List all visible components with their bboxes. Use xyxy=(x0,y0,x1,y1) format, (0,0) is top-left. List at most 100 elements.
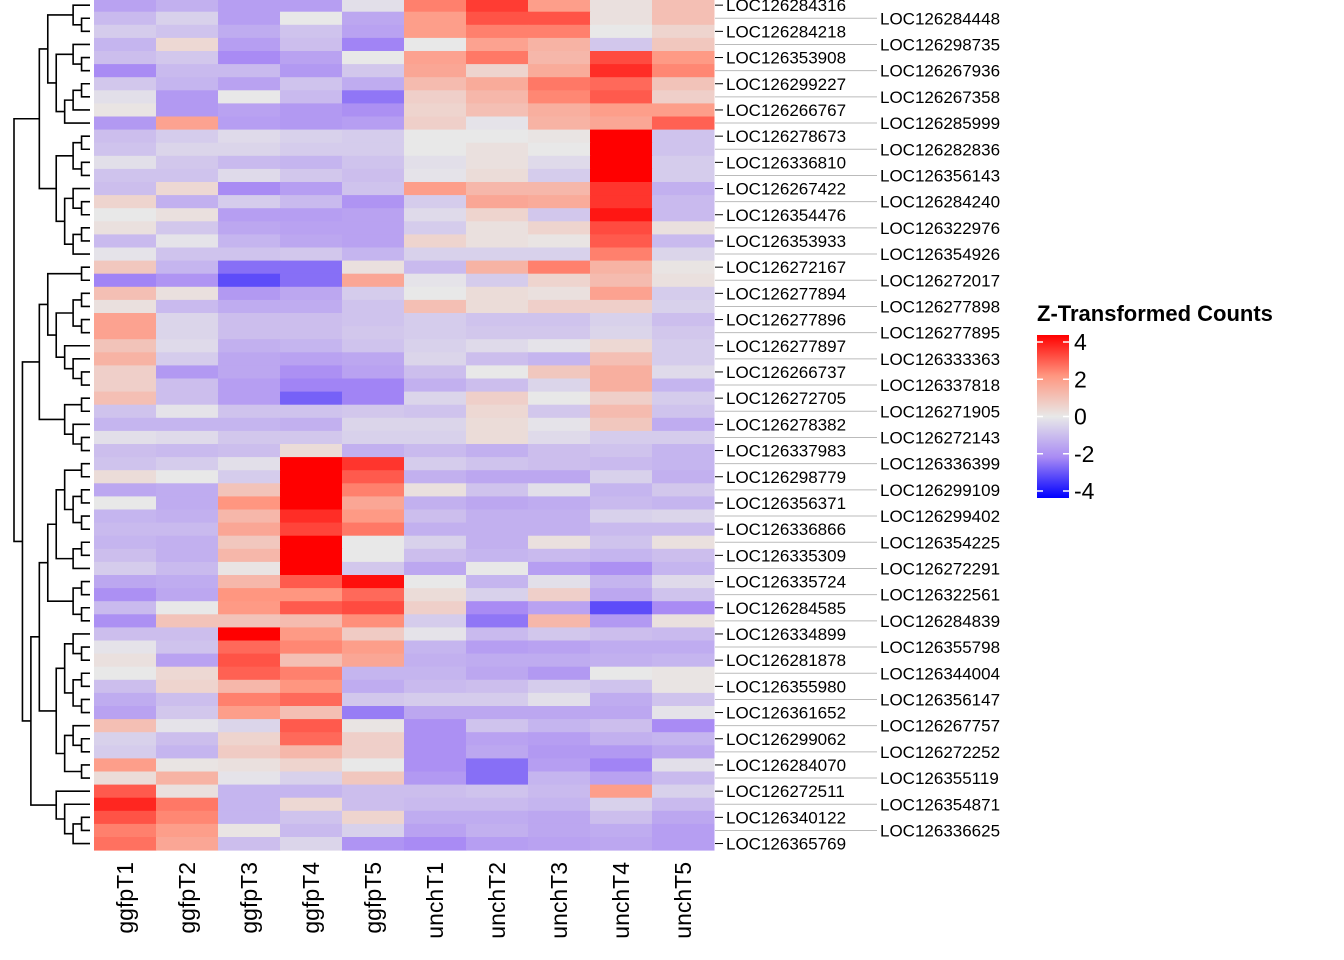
heatmap-cell xyxy=(342,339,405,353)
heatmap-cell xyxy=(466,195,529,209)
dendrogram-branch xyxy=(80,606,90,622)
heatmap-cell xyxy=(218,430,281,445)
heatmap-cell xyxy=(404,837,467,851)
heatmap-cell xyxy=(466,352,529,366)
heatmap-cell xyxy=(404,221,467,235)
dendrogram-branch xyxy=(46,523,74,602)
heatmap-cell xyxy=(156,103,219,117)
row-label: LOC126361652 xyxy=(726,704,846,723)
heatmap-cell xyxy=(652,378,715,393)
heatmap-cell xyxy=(94,221,157,235)
dendrogram-branch xyxy=(72,141,82,170)
dendrogram-branch xyxy=(63,99,90,124)
column-label: ggfpT1 xyxy=(112,862,138,934)
row-label: LOC126322561 xyxy=(880,586,1000,605)
heatmap-cell xyxy=(590,326,653,340)
heatmap-cell xyxy=(156,417,219,432)
heatmap-cell xyxy=(528,575,591,589)
dendrogram-branch xyxy=(80,489,90,504)
heatmap-cell xyxy=(590,548,653,563)
heatmap-cell xyxy=(590,64,653,78)
heatmap-cell xyxy=(94,77,157,91)
heatmap-cell xyxy=(94,837,157,851)
dendrogram-branch xyxy=(55,790,90,820)
heatmap-cell xyxy=(280,784,343,799)
row-label: LOC126356143 xyxy=(880,166,1000,185)
heatmap-cell xyxy=(528,470,591,484)
heatmap-cell xyxy=(404,496,467,510)
heatmap-cell xyxy=(652,24,715,39)
heatmap-cell xyxy=(466,326,529,340)
heatmap-cell xyxy=(94,326,157,340)
heatmap-cell xyxy=(652,627,715,641)
heatmap-cell xyxy=(652,548,715,563)
heatmap-cell xyxy=(404,24,467,39)
heatmap-cell xyxy=(404,470,467,484)
heatmap-cell xyxy=(156,810,219,825)
heatmap-cell xyxy=(156,719,219,733)
heatmap-cell xyxy=(404,575,467,589)
heatmap-cell xyxy=(218,457,281,471)
row-label: LOC126284585 xyxy=(726,599,846,618)
heatmap-cell xyxy=(404,483,467,497)
heatmap-cell xyxy=(94,575,157,589)
heatmap-cell xyxy=(528,221,591,235)
heatmap-cell xyxy=(652,522,715,537)
heatmap-cell xyxy=(466,771,529,786)
heatmap-cell xyxy=(590,653,653,668)
heatmap-cell xyxy=(466,417,529,432)
heatmap-cell xyxy=(156,692,219,707)
heatmap-cell xyxy=(404,430,467,445)
heatmap-cell xyxy=(590,37,653,52)
column-label: unchT5 xyxy=(670,862,696,939)
heatmap-cell xyxy=(404,208,467,222)
heatmap-cell xyxy=(466,601,529,615)
heatmap-cell xyxy=(156,326,219,340)
heatmap-cell xyxy=(218,168,281,183)
heatmap-cell xyxy=(94,548,157,563)
heatmap-cell xyxy=(652,837,715,851)
heatmap-cell xyxy=(280,208,343,222)
heatmap-cell xyxy=(652,208,715,222)
heatmap-cell xyxy=(218,286,281,301)
column-label: unchT1 xyxy=(422,862,448,939)
heatmap-cell xyxy=(590,195,653,209)
heatmap-cell xyxy=(218,509,281,524)
heatmap-cell xyxy=(466,0,529,13)
heatmap-cell xyxy=(218,810,281,825)
heatmap-cell xyxy=(590,601,653,615)
legend-tick-label: -4 xyxy=(1074,478,1095,504)
heatmap-cell xyxy=(404,732,467,746)
heatmap-cell xyxy=(466,11,529,26)
dendrogram-branch xyxy=(80,266,90,282)
heatmap-cell xyxy=(94,234,157,248)
row-label: LOC126355119 xyxy=(880,769,999,788)
heatmap-cell xyxy=(280,339,343,353)
heatmap-cell xyxy=(652,653,715,668)
heatmap-cell xyxy=(466,810,529,825)
row-label: LOC126285999 xyxy=(880,114,1000,133)
row-label: LOC126355798 xyxy=(880,638,1000,657)
heatmap-cell xyxy=(342,208,405,222)
heatmap-cell xyxy=(218,182,281,196)
heatmap-cell xyxy=(528,784,591,799)
heatmap-cell xyxy=(342,24,405,39)
heatmap-cell xyxy=(94,260,157,275)
heatmap-cell xyxy=(404,810,467,825)
heatmap-cell xyxy=(94,771,157,786)
heatmap-cell xyxy=(466,221,529,235)
legend-tick-label: 2 xyxy=(1074,366,1087,392)
heatmap-cell xyxy=(466,837,529,851)
dendrogram-branch xyxy=(80,436,90,452)
heatmap-cell xyxy=(466,103,529,117)
heatmap-cell xyxy=(652,640,715,655)
heatmap-cell xyxy=(466,391,529,406)
heatmap-cell xyxy=(466,614,529,628)
heatmap-cell xyxy=(280,666,343,681)
heatmap-cell xyxy=(218,352,281,366)
heatmap-cell xyxy=(342,706,405,720)
heatmap-cell xyxy=(342,797,405,812)
heatmap-cell xyxy=(342,221,405,235)
heatmap-cell xyxy=(652,509,715,524)
heatmap-cell xyxy=(94,692,157,707)
